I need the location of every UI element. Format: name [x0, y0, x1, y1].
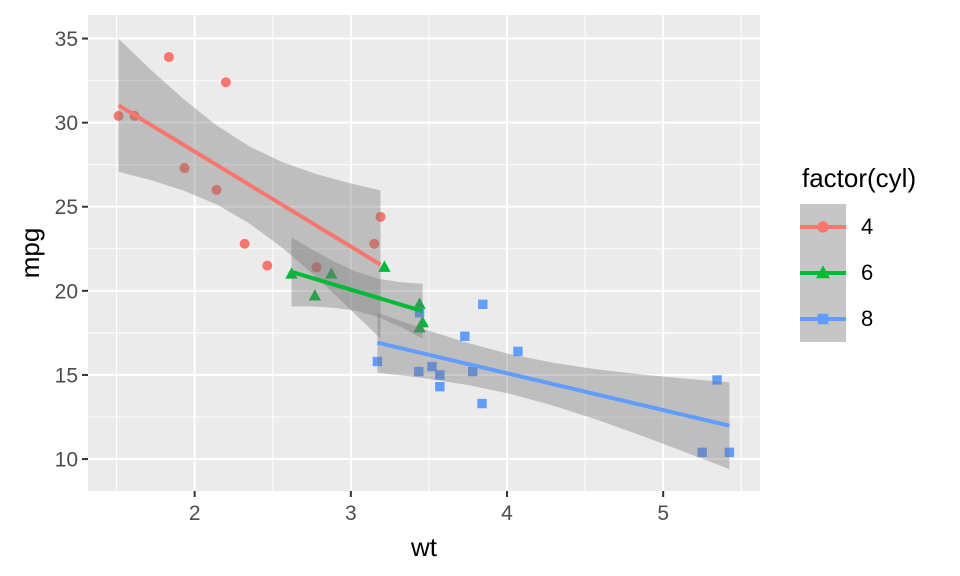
data-point-square	[513, 346, 523, 357]
data-point-triangle	[308, 289, 322, 301]
legend-entry-cyl6: 6	[800, 250, 916, 296]
data-point-triangle	[378, 260, 391, 272]
data-point-circle	[211, 184, 222, 195]
confidence-ribbon	[377, 312, 730, 470]
data-point-square	[372, 356, 383, 367]
legend-entry-cyl8: 8	[800, 296, 916, 342]
regression-line	[290, 269, 424, 314]
data-point-square	[467, 366, 478, 377]
data-point-triangle	[413, 321, 426, 333]
data-point-square	[414, 366, 424, 377]
triangle-key-icon	[800, 250, 846, 296]
panel-background	[88, 15, 760, 491]
data-point-circle	[369, 238, 380, 249]
data-point-circle	[311, 262, 322, 273]
y-tick-label: 30	[55, 112, 78, 135]
data-point-triangle	[413, 297, 426, 309]
circle-key-glyph	[800, 221, 846, 233]
data-point-circle	[375, 211, 386, 222]
data-point-circle	[179, 163, 190, 174]
y-tick-label: 25	[55, 196, 78, 219]
data-point-square	[477, 398, 487, 409]
legend: factor(cyl) 4 6 8	[800, 164, 916, 342]
legend-title: factor(cyl)	[802, 163, 917, 193]
y-tick-label: 20	[55, 280, 78, 303]
x-tick-label: 2	[189, 502, 201, 525]
legend-label: 8	[861, 306, 874, 331]
data-point-square	[478, 299, 488, 310]
data-point-square	[724, 447, 735, 458]
legend-keys: 4 6 8	[800, 204, 916, 342]
x-axis-title: wt	[411, 532, 437, 562]
data-point-circle	[163, 52, 174, 63]
regression-line	[376, 340, 730, 428]
circle-key-icon	[800, 204, 846, 250]
square-key-glyph	[800, 313, 846, 325]
circle-icon	[817, 221, 829, 233]
data-point-square	[435, 382, 445, 392]
legend-label: 6	[861, 260, 874, 285]
triangle-key-glyph	[800, 265, 846, 279]
data-point-square	[435, 370, 445, 380]
data-point-circle	[239, 238, 250, 249]
data-point-square	[427, 361, 437, 372]
data-point-square	[697, 447, 707, 458]
data-point-circle	[262, 260, 273, 271]
data-point-square	[712, 375, 722, 385]
triangle-icon	[816, 265, 830, 279]
square-key-icon	[800, 296, 846, 342]
regression-line	[117, 103, 382, 267]
data-point-square	[414, 308, 425, 318]
y-tick-label: 35	[55, 28, 78, 51]
data-point-circle	[113, 110, 124, 121]
x-tick-label: 3	[345, 502, 357, 525]
x-tick-label: 5	[657, 502, 669, 525]
y-axis-title: mpg	[14, 227, 45, 279]
confidence-ribbon	[118, 38, 381, 339]
y-tick-label: 15	[55, 364, 78, 387]
data-point-circle	[220, 77, 231, 88]
y-tick-label: 10	[55, 449, 78, 472]
legend-label: 4	[861, 214, 874, 239]
square-icon	[817, 313, 829, 325]
x-tick-label: 4	[501, 502, 513, 525]
confidence-ribbon	[291, 237, 423, 339]
data-point-triangle	[325, 267, 338, 279]
legend-entry-cyl4: 4	[800, 204, 916, 250]
data-point-square	[460, 331, 470, 341]
